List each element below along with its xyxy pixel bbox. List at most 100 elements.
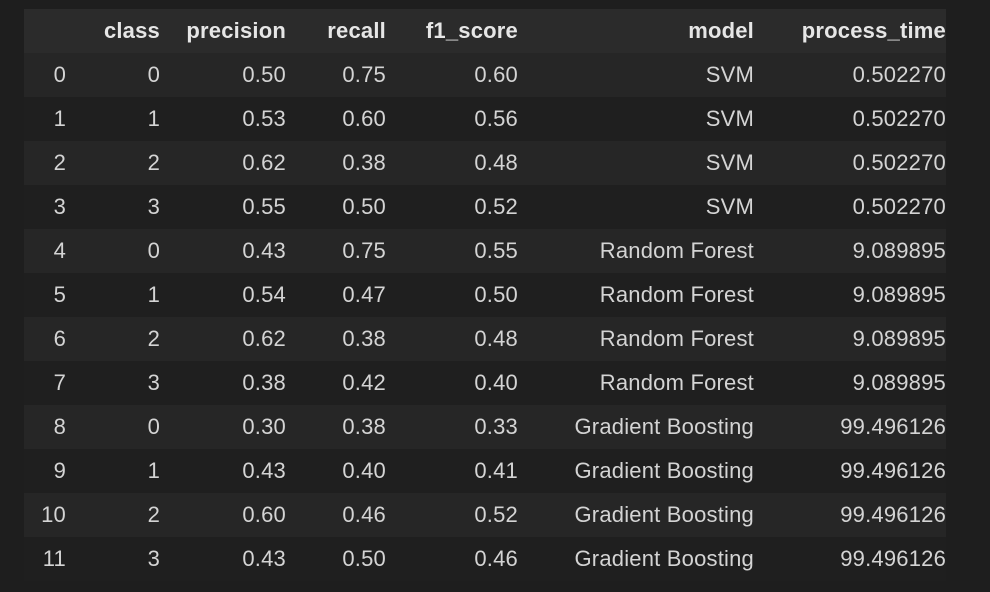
f1-score-cell: 0.33 bbox=[474, 414, 518, 439]
recall-cell: 0.50 bbox=[342, 194, 386, 219]
class-cell: 1 bbox=[147, 106, 160, 131]
table-row: 3 3 0.55 0.50 0.52 SVM 0.502270 bbox=[24, 185, 946, 229]
f1-score-cell: 0.52 bbox=[474, 194, 518, 219]
process-time-cell: 9.089895 bbox=[852, 238, 946, 263]
precision-cell: 0.54 bbox=[242, 282, 286, 307]
f1-score-cell: 0.41 bbox=[474, 458, 518, 483]
table-body: 0 0 0.50 0.75 0.60 SVM 0.502270 1 1 0.53 0.60 0.56 S… bbox=[24, 53, 946, 581]
table-row: 8 0 0.30 0.38 0.33 Gradient Boosting 99.496126 bbox=[24, 405, 946, 449]
process-time-cell: 9.089895 bbox=[852, 370, 946, 395]
model-cell: SVM bbox=[705, 62, 754, 87]
model-cell: Gradient Boosting bbox=[574, 414, 754, 439]
precision-cell: 0.43 bbox=[242, 458, 286, 483]
class-cell: 3 bbox=[147, 546, 160, 571]
row-index-cell: 6 bbox=[53, 326, 66, 351]
process-time-cell: 0.502270 bbox=[852, 150, 946, 175]
table-header-row: class precision recall f1_score model pr… bbox=[24, 9, 946, 53]
row-index-cell: 7 bbox=[53, 370, 66, 395]
header-class: class bbox=[103, 18, 160, 43]
recall-cell: 0.42 bbox=[342, 370, 386, 395]
header-recall: recall bbox=[327, 18, 386, 43]
recall-cell: 0.46 bbox=[342, 502, 386, 527]
model-cell: Random Forest bbox=[599, 326, 754, 351]
precision-cell: 0.50 bbox=[242, 62, 286, 87]
model-cell: Gradient Boosting bbox=[574, 502, 754, 527]
header-f1-score: f1_score bbox=[425, 18, 518, 43]
table-row: 6 2 0.62 0.38 0.48 Random Forest 9.089895 bbox=[24, 317, 946, 361]
class-cell: 3 bbox=[147, 194, 160, 219]
model-cell: Random Forest bbox=[599, 282, 754, 307]
process-time-cell: 9.089895 bbox=[852, 326, 946, 351]
model-cell: SVM bbox=[705, 194, 754, 219]
recall-cell: 0.40 bbox=[342, 458, 386, 483]
dataframe-table: class precision recall f1_score model pr… bbox=[24, 9, 946, 581]
header-precision: precision bbox=[186, 18, 286, 43]
recall-cell: 0.50 bbox=[342, 546, 386, 571]
table-row: 2 2 0.62 0.38 0.48 SVM 0.502270 bbox=[24, 141, 946, 185]
row-index-cell: 11 bbox=[42, 546, 66, 571]
precision-cell: 0.55 bbox=[242, 194, 286, 219]
table-row: 5 1 0.54 0.47 0.50 Random Forest 9.089895 bbox=[24, 273, 946, 317]
table-row: 4 0 0.43 0.75 0.55 Random Forest 9.089895 bbox=[24, 229, 946, 273]
table-row: 11 3 0.43 0.50 0.46 Gradient Boosting 99.49612… bbox=[24, 537, 946, 581]
recall-cell: 0.38 bbox=[342, 326, 386, 351]
process-time-cell: 0.502270 bbox=[852, 62, 946, 87]
table-row: 9 1 0.43 0.40 0.41 Gradient Boosting 99.496126 bbox=[24, 449, 946, 493]
f1-score-cell: 0.48 bbox=[474, 150, 518, 175]
model-cell: Gradient Boosting bbox=[574, 546, 754, 571]
header-index bbox=[24, 9, 66, 53]
f1-score-cell: 0.46 bbox=[474, 546, 518, 571]
f1-score-cell: 0.55 bbox=[474, 238, 518, 263]
class-cell: 3 bbox=[147, 370, 160, 395]
precision-cell: 0.43 bbox=[242, 238, 286, 263]
class-cell: 0 bbox=[147, 62, 160, 87]
header-model: model bbox=[688, 18, 754, 43]
process-time-cell: 99.496126 bbox=[840, 414, 946, 439]
f1-score-cell: 0.40 bbox=[474, 370, 518, 395]
row-index-cell: 1 bbox=[53, 106, 66, 131]
header-process-time: process_time bbox=[801, 18, 946, 43]
row-index-cell: 9 bbox=[53, 458, 66, 483]
process-time-cell: 99.496126 bbox=[840, 502, 946, 527]
row-index-cell: 10 bbox=[41, 502, 66, 527]
f1-score-cell: 0.56 bbox=[474, 106, 518, 131]
model-cell: Random Forest bbox=[599, 238, 754, 263]
class-cell: 2 bbox=[147, 150, 160, 175]
recall-cell: 0.75 bbox=[342, 62, 386, 87]
row-index-cell: 4 bbox=[53, 238, 66, 263]
class-cell: 0 bbox=[147, 414, 160, 439]
model-cell: SVM bbox=[705, 150, 754, 175]
row-index-cell: 5 bbox=[53, 282, 66, 307]
f1-score-cell: 0.50 bbox=[474, 282, 518, 307]
precision-cell: 0.53 bbox=[242, 106, 286, 131]
recall-cell: 0.47 bbox=[342, 282, 386, 307]
table-row: 7 3 0.38 0.42 0.40 Random Forest 9.089895 bbox=[24, 361, 946, 405]
f1-score-cell: 0.48 bbox=[474, 326, 518, 351]
model-cell: Random Forest bbox=[599, 370, 754, 395]
row-index-cell: 2 bbox=[53, 150, 66, 175]
model-cell: SVM bbox=[705, 106, 754, 131]
recall-cell: 0.60 bbox=[342, 106, 386, 131]
precision-cell: 0.43 bbox=[242, 546, 286, 571]
f1-score-cell: 0.60 bbox=[474, 62, 518, 87]
model-cell: Gradient Boosting bbox=[574, 458, 754, 483]
recall-cell: 0.38 bbox=[342, 414, 386, 439]
precision-cell: 0.30 bbox=[242, 414, 286, 439]
class-cell: 2 bbox=[147, 502, 160, 527]
table-row: 10 2 0.60 0.46 0.52 Gradient Boosting 99.49612… bbox=[24, 493, 946, 537]
class-cell: 1 bbox=[147, 282, 160, 307]
process-time-cell: 99.496126 bbox=[840, 458, 946, 483]
class-cell: 2 bbox=[147, 326, 160, 351]
class-cell: 1 bbox=[147, 458, 160, 483]
precision-cell: 0.60 bbox=[242, 502, 286, 527]
precision-cell: 0.38 bbox=[242, 370, 286, 395]
process-time-cell: 0.502270 bbox=[852, 106, 946, 131]
row-index-cell: 0 bbox=[53, 62, 66, 87]
process-time-cell: 9.089895 bbox=[852, 282, 946, 307]
row-index-cell: 8 bbox=[53, 414, 66, 439]
table-row: 1 1 0.53 0.60 0.56 SVM 0.502270 bbox=[24, 97, 946, 141]
table-row: 0 0 0.50 0.75 0.60 SVM 0.502270 bbox=[24, 53, 946, 97]
recall-cell: 0.75 bbox=[342, 238, 386, 263]
f1-score-cell: 0.52 bbox=[474, 502, 518, 527]
